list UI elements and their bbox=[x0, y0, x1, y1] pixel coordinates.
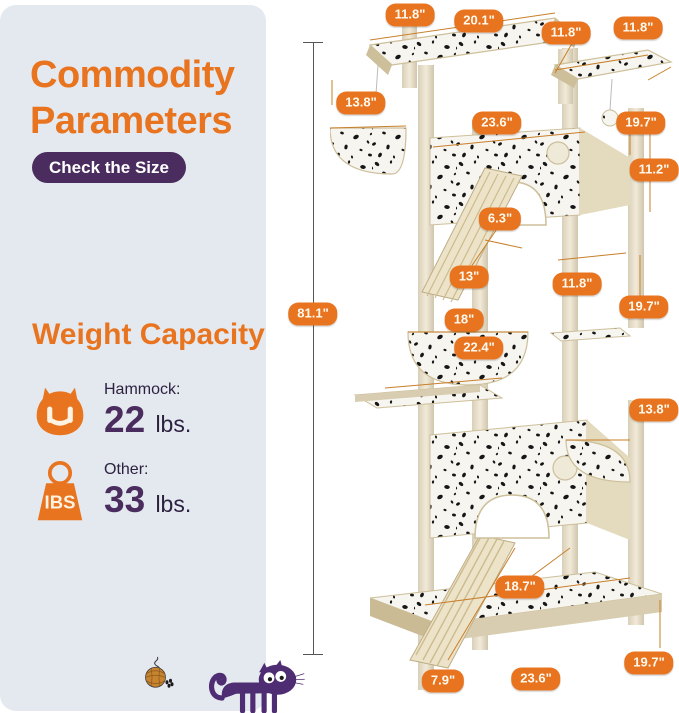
svg-text:IBS: IBS bbox=[45, 491, 76, 512]
